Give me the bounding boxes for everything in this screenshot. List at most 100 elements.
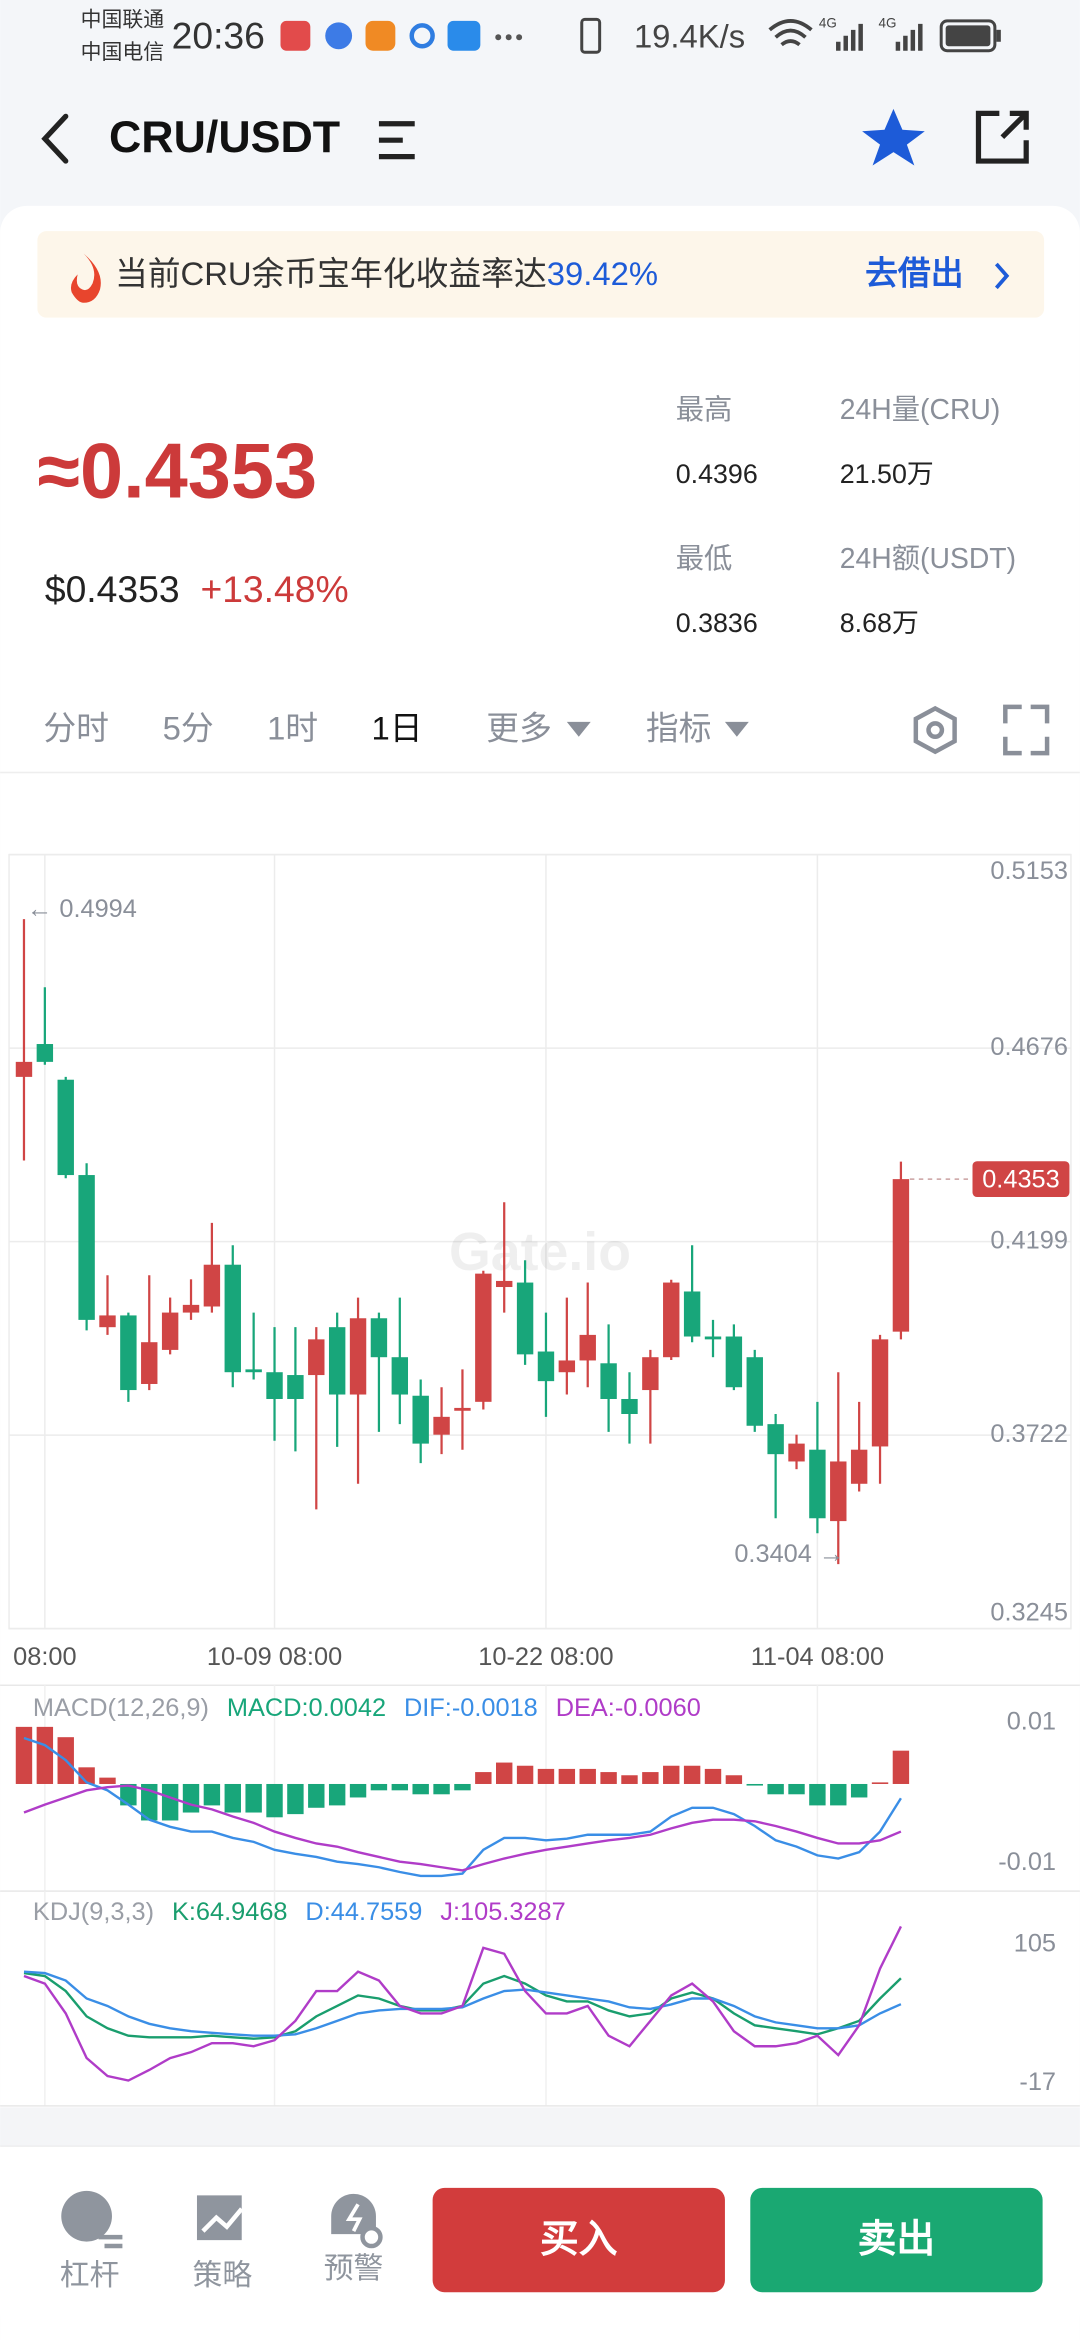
leverage-icon[interactable]: [61, 2190, 112, 2242]
tab[interactable]: 1时: [267, 709, 318, 746]
legend-entry: DIF:-0.0018: [404, 1694, 538, 1722]
pair-menu[interactable]: [378, 121, 415, 160]
banner-text: 当前CRU余币宝年化收益率达39.42%: [115, 255, 658, 292]
last-price-label: 0.4353: [982, 1165, 1060, 1193]
y-tick-label: -0.01: [998, 1848, 1056, 1876]
histogram-bar: [224, 1783, 241, 1813]
indicator-line: [23, 1925, 902, 2082]
pair-title[interactable]: CRU/USDT: [109, 112, 340, 162]
histogram-bar: [871, 1782, 889, 1784]
nav-label[interactable]: 策略: [193, 2259, 253, 2292]
tab[interactable]: 5分: [163, 709, 214, 746]
candle-body: [245, 1369, 262, 1373]
app-icon: [280, 20, 311, 51]
candle-body: [850, 1449, 868, 1484]
candle-body: [892, 1179, 910, 1332]
histogram-bar: [830, 1783, 847, 1806]
candle-body: [725, 1336, 743, 1388]
histogram-bar: [182, 1783, 200, 1813]
histogram-bar: [370, 1783, 388, 1791]
candle-body: [871, 1339, 889, 1447]
histogram-bar: [788, 1783, 805, 1795]
histogram-bar: [99, 1777, 116, 1784]
histogram-bar: [287, 1783, 304, 1815]
stat-value: 8.68万: [840, 608, 919, 638]
histogram-bar: [266, 1783, 283, 1818]
nav-label[interactable]: 预警: [324, 2252, 384, 2285]
stat-value: 0.4396: [676, 459, 758, 489]
histogram-bar: [328, 1783, 346, 1806]
histogram-bar: [892, 1750, 910, 1784]
histogram-bar: [537, 1768, 555, 1784]
signal-icon: [895, 23, 923, 51]
x-tick-label: 08:00: [13, 1643, 76, 1671]
candle-body: [287, 1375, 304, 1399]
candle-body: [370, 1318, 388, 1358]
candle-body: [496, 1280, 513, 1288]
banner-label: 当前CRU余币宝年化收益率达: [115, 255, 547, 292]
tab[interactable]: 分时: [43, 709, 109, 746]
dropdown-arrow: [566, 721, 749, 737]
candle-body: [516, 1282, 534, 1355]
settings-button[interactable]: [913, 705, 957, 755]
strategy-icon-line: [201, 2207, 244, 2233]
stat-label: 最高: [676, 394, 733, 426]
app-icon: [447, 20, 481, 51]
favorite-star[interactable]: [862, 108, 925, 166]
interval-tabs: 分时 5分 1时 1日 更多 指标: [43, 709, 711, 746]
tab[interactable]: 指标: [646, 709, 712, 746]
y-tick-label: 0.5153: [990, 857, 1068, 885]
spacer: [0, 2107, 1080, 2147]
fullscreen-button[interactable]: [1003, 704, 1050, 756]
promo-banner[interactable]: [37, 231, 1045, 318]
sell-label[interactable]: 卖出: [858, 2218, 936, 2261]
usd-price: $0.4353: [45, 568, 180, 610]
high-annotation: ← 0.4994: [27, 895, 137, 923]
leverage-icon-lines: [98, 2234, 123, 2249]
tab[interactable]: 更多: [486, 709, 552, 746]
legend-entry: D:44.7559: [305, 1898, 422, 1926]
candle-body: [433, 1416, 450, 1435]
histogram-bar: [683, 1765, 701, 1784]
candle-body: [642, 1357, 659, 1391]
histogram-bar: [475, 1772, 492, 1784]
banner-action[interactable]: 去借出: [865, 255, 963, 292]
buy-button[interactable]: [432, 2187, 725, 2293]
last-price-tag: [972, 1161, 1070, 1198]
low-annotation: 0.3404 →: [734, 1540, 844, 1568]
y-tick-label: 0.01: [1007, 1707, 1056, 1735]
candle-body: [746, 1357, 763, 1426]
dot: [505, 34, 512, 41]
dot: [495, 34, 502, 41]
battery-tip: [996, 29, 1001, 42]
candle-body: [788, 1443, 805, 1462]
candle-body: [99, 1315, 116, 1328]
histogram-bar: [308, 1783, 325, 1808]
candle-body: [224, 1264, 241, 1373]
fire-icon: [70, 253, 101, 303]
candle-body: [663, 1282, 680, 1358]
candle-body: [391, 1357, 409, 1395]
settings-dot: [926, 721, 945, 739]
buy-label[interactable]: 买入: [540, 2218, 618, 2261]
histogram-bar: [120, 1783, 137, 1806]
x-tick-label: 11-04 08:00: [751, 1643, 884, 1671]
net-speed: 19.4K/s: [634, 17, 745, 54]
candle-body: [328, 1327, 346, 1395]
signal-icon: [836, 23, 863, 51]
chevron: [994, 262, 1010, 290]
histogram-bar: [725, 1775, 743, 1784]
indicator-line: [23, 1970, 902, 2037]
back-button[interactable]: [41, 113, 69, 164]
histogram-bar: [663, 1765, 680, 1784]
dot: [516, 34, 523, 41]
share-button[interactable]: [975, 110, 1029, 164]
tab[interactable]: 1日: [371, 709, 422, 746]
sell-button[interactable]: [750, 2187, 1043, 2293]
clock: 20:36: [172, 15, 265, 57]
x-tick-label: 10-09 08:00: [207, 1643, 342, 1671]
histogram-bar: [746, 1783, 763, 1786]
histogram-bar: [161, 1783, 179, 1821]
nav-label[interactable]: 杠杆: [60, 2259, 120, 2292]
histogram-bar: [621, 1775, 638, 1784]
